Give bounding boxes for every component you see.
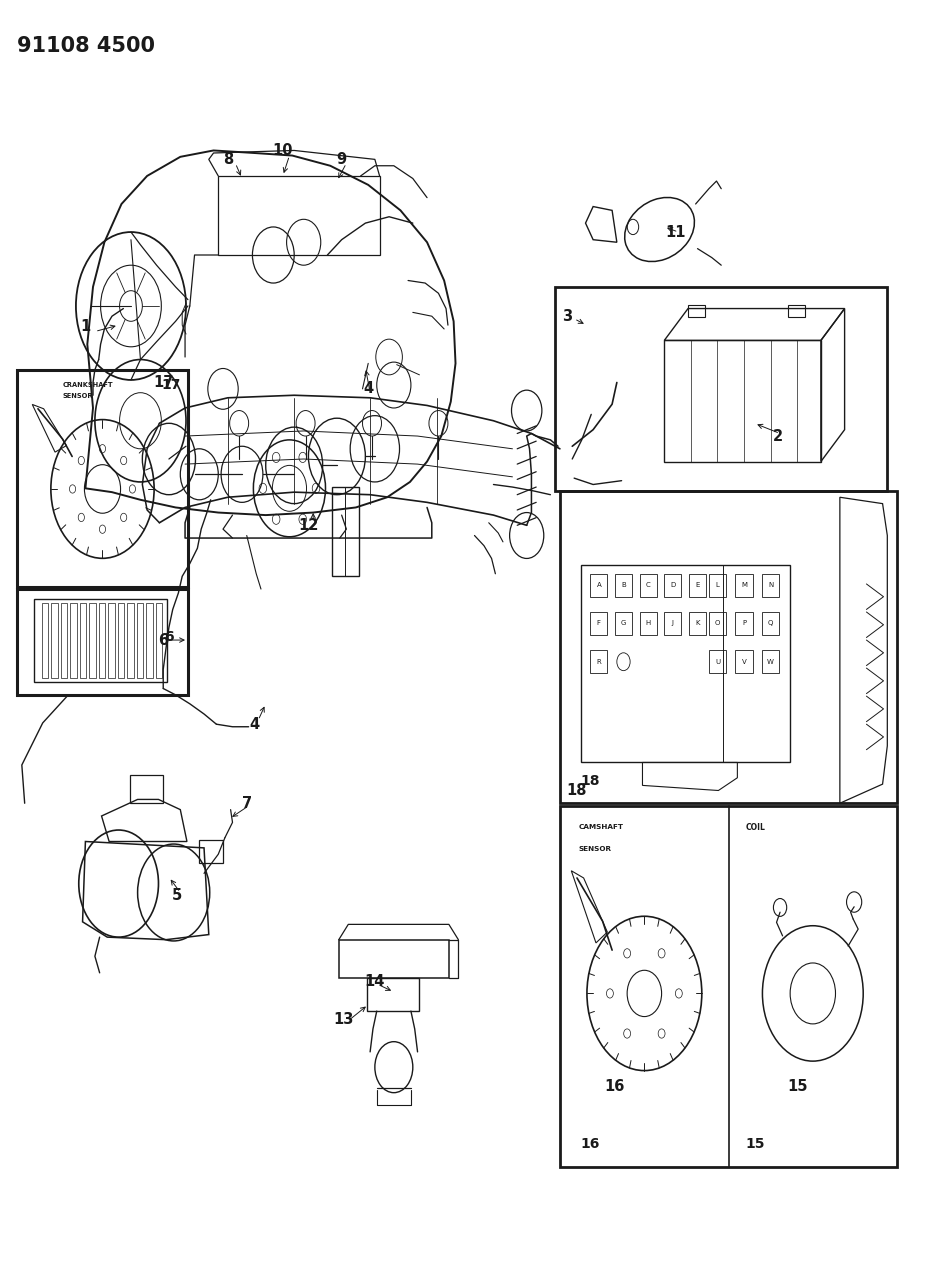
Bar — [788, 305, 805, 317]
Bar — [17, 589, 188, 695]
Text: 4: 4 — [363, 381, 373, 397]
Bar — [689, 574, 706, 597]
Bar — [118, 603, 124, 678]
Text: 6: 6 — [158, 632, 168, 648]
Text: P: P — [742, 621, 746, 626]
Bar — [146, 603, 153, 678]
Text: CRANKSHAFT: CRANKSHAFT — [63, 382, 113, 388]
Text: V: V — [741, 659, 747, 664]
Text: W: W — [767, 659, 774, 664]
Bar — [762, 574, 779, 597]
Bar — [89, 603, 96, 678]
Bar — [108, 603, 115, 678]
Text: 1: 1 — [81, 319, 90, 334]
Text: N: N — [768, 583, 773, 588]
Text: J: J — [672, 621, 674, 626]
Bar — [51, 603, 58, 678]
Text: 91108 4500: 91108 4500 — [17, 36, 155, 56]
Text: G: G — [621, 621, 626, 626]
Bar — [664, 612, 681, 635]
Bar — [762, 612, 779, 635]
Text: 15: 15 — [746, 1137, 766, 1151]
Bar — [735, 574, 753, 597]
Text: 17: 17 — [153, 375, 174, 390]
Bar — [615, 574, 632, 597]
Bar — [70, 603, 77, 678]
Bar — [332, 487, 359, 576]
Bar — [664, 340, 821, 462]
Text: 5: 5 — [172, 887, 181, 903]
Bar — [555, 287, 887, 491]
Text: F: F — [597, 621, 601, 626]
Text: A: A — [596, 583, 602, 588]
Text: K: K — [696, 621, 699, 626]
Bar — [42, 603, 48, 678]
Bar — [762, 650, 779, 673]
Bar — [99, 603, 105, 678]
Bar — [218, 176, 380, 255]
Text: B: B — [621, 583, 626, 588]
Bar — [34, 599, 167, 682]
Bar — [367, 978, 419, 1011]
Text: L: L — [716, 583, 719, 588]
Text: 13: 13 — [333, 1012, 354, 1028]
Text: E: E — [696, 583, 699, 588]
Bar — [590, 612, 607, 635]
Text: 18: 18 — [567, 783, 587, 798]
Text: 15: 15 — [787, 1079, 808, 1094]
Bar — [156, 603, 162, 678]
Bar — [709, 650, 726, 673]
Text: 17: 17 — [161, 377, 180, 391]
Bar — [735, 650, 753, 673]
Text: 6: 6 — [164, 630, 174, 644]
Text: C: C — [645, 583, 651, 588]
Text: 7: 7 — [242, 796, 251, 811]
Text: 16: 16 — [605, 1079, 625, 1094]
Bar — [735, 612, 753, 635]
Text: 10: 10 — [272, 143, 293, 158]
Bar — [709, 612, 726, 635]
Text: COIL: COIL — [746, 822, 766, 833]
Text: SENSOR: SENSOR — [63, 393, 93, 399]
Bar — [709, 574, 726, 597]
Bar — [137, 603, 143, 678]
Text: CAMSHAFT: CAMSHAFT — [579, 825, 623, 830]
Text: 3: 3 — [563, 309, 572, 324]
Text: D: D — [670, 583, 676, 588]
Bar — [640, 574, 657, 597]
Bar — [80, 603, 86, 678]
Bar — [560, 491, 897, 803]
Text: Q: Q — [768, 621, 773, 626]
Text: 4: 4 — [250, 717, 259, 732]
Bar — [615, 612, 632, 635]
Text: 2: 2 — [773, 428, 783, 444]
Bar — [590, 574, 607, 597]
Text: 8: 8 — [223, 152, 233, 167]
Bar — [688, 305, 705, 317]
Text: 9: 9 — [337, 152, 346, 167]
Text: SENSOR: SENSOR — [579, 847, 612, 852]
Bar — [689, 612, 706, 635]
Text: 18: 18 — [581, 774, 601, 788]
Bar — [560, 806, 897, 1167]
Bar — [130, 775, 163, 803]
Bar — [199, 840, 223, 863]
Text: 16: 16 — [581, 1137, 600, 1151]
Bar — [581, 565, 790, 762]
Text: H: H — [645, 621, 651, 626]
Bar — [127, 603, 134, 678]
Text: 14: 14 — [364, 974, 385, 989]
Text: R: R — [596, 659, 602, 664]
Bar — [61, 603, 67, 678]
Text: O: O — [715, 621, 720, 626]
Bar — [17, 370, 188, 586]
Bar — [339, 940, 449, 978]
Text: 11: 11 — [665, 224, 686, 240]
Text: U: U — [715, 659, 720, 664]
Bar — [664, 574, 681, 597]
Text: M: M — [741, 583, 747, 588]
Bar — [590, 650, 607, 673]
Text: 12: 12 — [298, 518, 319, 533]
Bar — [640, 612, 657, 635]
